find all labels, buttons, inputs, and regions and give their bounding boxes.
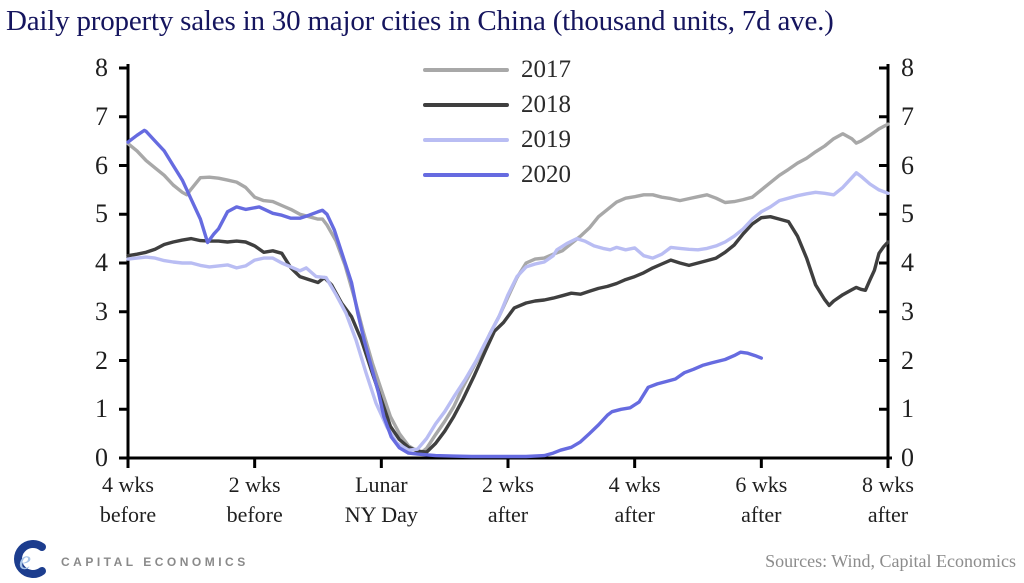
series-line-2019: [126, 171, 890, 452]
y-tick-label-right: 2: [901, 345, 914, 375]
legend-item-2017: 2017: [423, 52, 571, 87]
logo-e-glyph: e: [19, 545, 31, 575]
x-tick-label: 4 wks before: [99, 472, 157, 527]
x-tick-label: 8 wks after: [862, 472, 914, 527]
y-tick-label-right: 5: [901, 199, 914, 229]
y-tick-label-left: 1: [95, 394, 108, 424]
x-tick-label: 6 wks after: [735, 472, 788, 527]
legend-label: 2017: [521, 55, 571, 83]
y-tick-label-left: 4: [95, 248, 108, 277]
y-tick-label-left: 7: [95, 101, 108, 131]
legend-line-swatch: [423, 172, 509, 177]
y-tick-label-right: 4: [901, 248, 914, 277]
y-tick-label-left: 5: [95, 199, 108, 229]
y-tick-label-left: 6: [95, 150, 108, 180]
y-tick-label-right: 8: [901, 53, 914, 82]
x-tick-label: 2 wks before: [226, 472, 283, 527]
legend-item-2018: 2018: [423, 87, 571, 122]
y-tick-label-right: 0: [901, 443, 914, 472]
sources-note: Sources: Wind, Capital Economics: [765, 551, 1016, 571]
y-tick-label-right: 6: [901, 150, 914, 180]
y-tick-label-right: 1: [901, 394, 914, 424]
legend-line-swatch: [423, 67, 509, 72]
legend-label: 2019: [521, 125, 571, 153]
x-tick-label: 2 wks after: [482, 472, 534, 527]
y-tick-label-right: 3: [901, 296, 914, 326]
x-tick-label: Lunar NY Day: [344, 472, 418, 527]
legend-item-2019: 2019: [423, 122, 571, 157]
series-line-2020: [126, 128, 763, 459]
y-tick-label-left: 2: [95, 345, 108, 375]
y-tick-label-left: 0: [95, 443, 108, 472]
capital-economics-logo: e CAPITAL ECONOMICS: [8, 538, 249, 580]
x-tick-label: 4 wks after: [608, 472, 661, 527]
logo-c-icon: e: [14, 540, 46, 578]
legend-item-2020: 2020: [423, 157, 571, 192]
legend-line-swatch: [423, 137, 509, 142]
chart-title: Daily property sales in 30 major cities …: [6, 5, 834, 37]
y-tick-label-left: 8: [95, 53, 108, 82]
legend-line-swatch: [423, 102, 509, 107]
series-line-2018: [126, 214, 890, 454]
logo-wordmark: CAPITAL ECONOMICS: [61, 555, 249, 569]
y-tick-label-left: 3: [95, 296, 108, 326]
legend-label: 2018: [521, 90, 571, 118]
legend: 2017 2018 2019 2020: [423, 52, 571, 192]
y-tick-label-right: 7: [901, 101, 914, 131]
legend-label: 2020: [521, 160, 571, 188]
